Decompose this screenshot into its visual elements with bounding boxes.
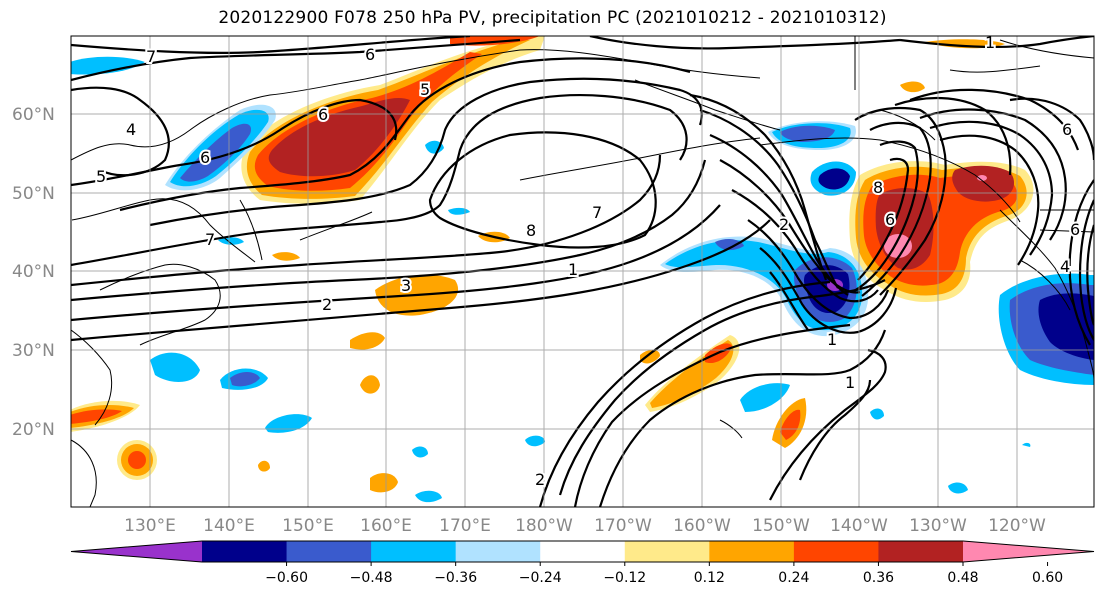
contour-label: 4 bbox=[126, 120, 136, 139]
contour-label: 2 bbox=[779, 215, 789, 234]
latitude-labels: 60°N 50°N 40°N 30°N 20°N bbox=[12, 105, 55, 440]
colorbar-tick-label: 0.24 bbox=[778, 570, 809, 586]
colorbar-extension-low bbox=[71, 541, 202, 562]
colorbar-segment bbox=[286, 541, 372, 562]
contour-label: 1 bbox=[827, 330, 837, 349]
contour-label: 7 bbox=[205, 230, 215, 249]
contour-label: 5 bbox=[420, 80, 430, 99]
contour-label: 1 bbox=[845, 373, 855, 392]
contour-label: 4 bbox=[1060, 257, 1070, 276]
colorbar-tick-label: −0.12 bbox=[603, 570, 646, 586]
lon-label: 140°W bbox=[830, 516, 888, 536]
colorbar-segment bbox=[455, 541, 541, 562]
contour-label: 1 bbox=[568, 260, 578, 279]
colorbar-outline bbox=[70, 540, 1095, 563]
lat-label: 30°N bbox=[12, 341, 55, 361]
contour-label: 6 bbox=[1070, 220, 1080, 239]
lon-label: 150°E bbox=[282, 516, 334, 536]
lon-label: 120°W bbox=[988, 516, 1046, 536]
lon-label: 140°E bbox=[203, 516, 255, 536]
lat-label: 20°N bbox=[12, 420, 55, 440]
colorbar-segment bbox=[878, 541, 964, 562]
contour-label: 6 bbox=[318, 105, 328, 124]
colorbar-tick-label: 0.48 bbox=[947, 570, 978, 586]
lat-label: 60°N bbox=[12, 105, 55, 125]
colorbar-tick-label: 0.12 bbox=[694, 570, 725, 586]
lat-label: 50°N bbox=[12, 184, 55, 204]
colorbar-tick-label: 0.60 bbox=[1032, 570, 1063, 586]
colorbar-segment bbox=[202, 541, 288, 562]
lon-label: 160°W bbox=[673, 516, 731, 536]
colorbar-tick-label: 0.36 bbox=[863, 570, 894, 586]
colorbar-tick-label: −0.36 bbox=[434, 570, 477, 586]
map-title: 2020122900 F078 250 hPa PV, precipitatio… bbox=[218, 8, 887, 28]
colorbar-segment bbox=[540, 541, 626, 562]
contour-label: 2 bbox=[535, 470, 545, 489]
contour-label: 3 bbox=[401, 276, 411, 295]
contour-label: 7 bbox=[592, 203, 602, 222]
contour-label: 6 bbox=[885, 210, 895, 229]
colorbar-tick-label: −0.60 bbox=[265, 570, 308, 586]
colorbar-segment bbox=[709, 541, 795, 562]
contour-label: 2 bbox=[322, 295, 332, 314]
lon-label: 160°E bbox=[360, 516, 412, 536]
contour-label: 7 bbox=[146, 47, 156, 66]
contour-label: 1 bbox=[985, 33, 995, 52]
contour-labels: 7 6 6 4 5 5 6 7 8 7 1 2 3 1 1 2 8 6 2 1 … bbox=[94, 33, 1082, 491]
colorbar: −0.60 −0.48 −0.36 −0.24 −0.12 0.12 0.24 0.36 0.4… bbox=[70, 540, 1095, 586]
colorbar-segment bbox=[793, 541, 879, 562]
contour-label: 5 bbox=[96, 167, 106, 186]
colorbar-segment bbox=[624, 541, 710, 562]
lon-label: 170°E bbox=[439, 516, 491, 536]
contour-label: 6 bbox=[365, 45, 375, 64]
colorbar-tick-label: −0.24 bbox=[519, 570, 562, 586]
contour-label: 8 bbox=[526, 221, 536, 240]
lon-label: 170°W bbox=[594, 516, 652, 536]
plot-frame bbox=[70, 35, 1095, 508]
contour-label: 8 bbox=[873, 178, 883, 197]
precip-shading-negative bbox=[71, 56, 1094, 503]
graticule bbox=[71, 36, 1094, 507]
lon-label: 130°E bbox=[124, 516, 176, 536]
lon-label: 180°W bbox=[515, 516, 573, 536]
contour-label: 6 bbox=[200, 148, 210, 167]
lon-label: 130°W bbox=[909, 516, 967, 536]
colorbar-segment bbox=[371, 541, 457, 562]
lon-label: 150°W bbox=[752, 516, 810, 536]
longitude-labels: 130°E 140°E 150°E 160°E 170°E 180°W 170°… bbox=[124, 516, 1046, 536]
pv-contours bbox=[71, 36, 1094, 507]
colorbar-tick-label: −0.48 bbox=[350, 570, 393, 586]
lat-label: 40°N bbox=[12, 262, 55, 282]
contour-label: 6 bbox=[1062, 120, 1072, 139]
colorbar-extension-high bbox=[963, 541, 1094, 562]
